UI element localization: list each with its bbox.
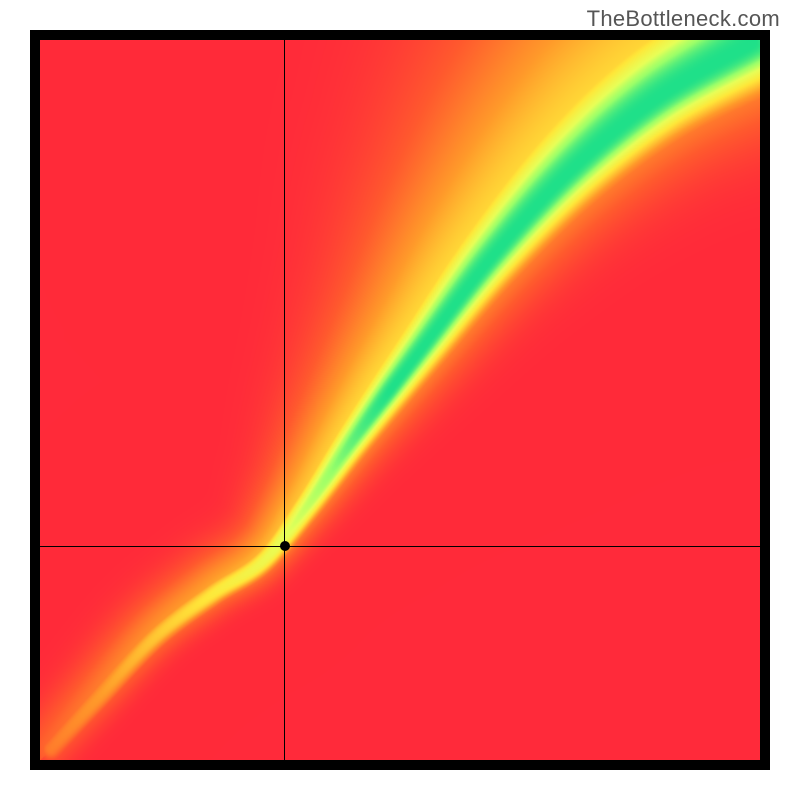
chart-container: TheBottleneck.com <box>0 0 800 800</box>
crosshair-vertical <box>284 40 285 760</box>
plot-frame <box>30 30 770 770</box>
heatmap-canvas <box>40 40 760 760</box>
crosshair-horizontal <box>40 546 760 547</box>
watermark-text: TheBottleneck.com <box>587 6 780 32</box>
marker-dot <box>280 541 290 551</box>
